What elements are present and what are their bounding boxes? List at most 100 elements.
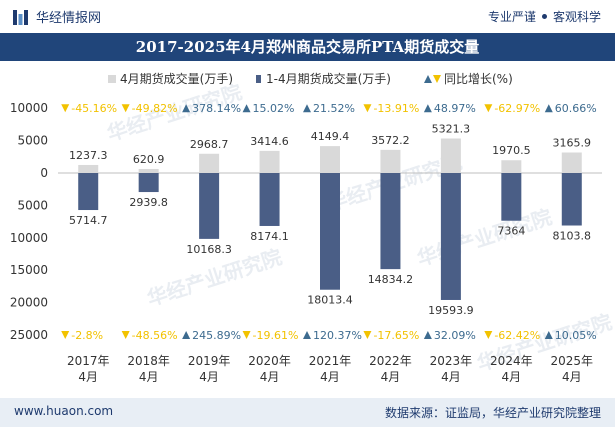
x-tick-label-month: 4月 bbox=[381, 370, 401, 384]
bar-monthly-value-label: 1970.5 bbox=[492, 144, 531, 157]
x-tick-label-month: 4月 bbox=[502, 370, 522, 384]
bar-monthly bbox=[380, 149, 401, 173]
bar-monthly-value-label: 3165.9 bbox=[553, 136, 592, 149]
growth-cumulative-label: 32.09% bbox=[434, 329, 476, 342]
bar-cumulative-value-label: 19593.9 bbox=[428, 304, 474, 317]
top-bar: 华经情报网 专业严谨 客观科学 bbox=[0, 0, 615, 33]
watermark-text: 华经产业研究院 bbox=[414, 205, 555, 271]
growth-monthly-label: 48.97% bbox=[434, 102, 476, 115]
growth-monthly-label: -62.97% bbox=[494, 102, 540, 115]
y-tick-label: 0 bbox=[40, 166, 48, 180]
bar-monthly-value-label: 3572.2 bbox=[371, 134, 410, 147]
growth-down-triangle-icon bbox=[242, 331, 251, 339]
bar-chart: 华经产业研究院华经产业研究院华经产业研究院华经产业研究院华经产业研究院4月期货成… bbox=[10, 71, 615, 384]
x-tick-label-year: 2021年 bbox=[309, 354, 352, 368]
growth-up-triangle-icon bbox=[182, 331, 191, 339]
growth-up-triangle-icon bbox=[303, 104, 311, 113]
bar-monthly bbox=[501, 160, 522, 173]
y-tick-label: 10000 bbox=[10, 101, 48, 115]
x-tick-label-year: 2022年 bbox=[369, 354, 412, 368]
separator-dot-icon bbox=[541, 14, 547, 19]
growth-cumulative-label: -48.56% bbox=[132, 329, 178, 342]
bar-monthly-value-label: 2968.7 bbox=[190, 138, 229, 151]
x-tick-label-year: 2018年 bbox=[127, 354, 170, 368]
growth-up-triangle-icon bbox=[182, 104, 191, 113]
bar-monthly-value-label: 3414.6 bbox=[250, 135, 289, 148]
legend-label-cumulative: 1-4月期货成交量(万手) bbox=[266, 71, 391, 86]
data-source: 数据来源：证监局，华经产业研究院整理 bbox=[384, 406, 601, 420]
logo-icon bbox=[13, 10, 28, 25]
x-tick-label-year: 2024年 bbox=[490, 354, 533, 368]
growth-monthly-label: 15.02% bbox=[253, 102, 295, 115]
legend-up-triangle-icon bbox=[424, 75, 432, 83]
growth-monthly-label: -49.82% bbox=[132, 102, 178, 115]
bar-monthly-value-label: 5321.3 bbox=[432, 123, 471, 136]
brand-name[interactable]: 华经情报网 bbox=[36, 11, 102, 26]
legend-label-growth: 同比增长(%) bbox=[444, 72, 513, 86]
bar-cumulative-value-label: 5714.7 bbox=[69, 214, 108, 227]
bar-monthly-value-label: 1237.3 bbox=[69, 149, 108, 162]
site-url[interactable]: www.huaon.com bbox=[14, 404, 114, 418]
growth-down-triangle-icon bbox=[61, 104, 70, 113]
x-tick-label-year: 2017年 bbox=[67, 354, 110, 368]
bar-monthly-value-label: 620.9 bbox=[133, 153, 165, 166]
growth-cumulative-label: 245.89% bbox=[192, 329, 241, 342]
x-tick-label-year: 2019年 bbox=[188, 354, 231, 368]
bar-cumulative bbox=[501, 173, 522, 221]
y-tick-label: 5000 bbox=[17, 198, 48, 212]
growth-monthly-label: 21.52% bbox=[313, 102, 355, 115]
chart-title: 2017-2025年4月郑州商品交易所PTA期货成交量 bbox=[135, 38, 480, 56]
growth-cumulative-label: 10.05% bbox=[555, 329, 597, 342]
legend-swatch-cumulative bbox=[256, 75, 261, 83]
growth-cumulative-label: -2.8% bbox=[71, 329, 103, 342]
x-tick-label-year: 2023年 bbox=[430, 354, 473, 368]
bar-cumulative-value-label: 7364 bbox=[497, 225, 525, 238]
bar-cumulative bbox=[199, 173, 220, 239]
bar-cumulative-value-label: 18013.4 bbox=[307, 294, 353, 307]
growth-up-triangle-icon bbox=[303, 331, 311, 339]
growth-up-triangle-icon bbox=[544, 104, 553, 113]
slogan-2: 客观科学 bbox=[552, 10, 601, 24]
legend-label-monthly: 4月期货成交量(万手) bbox=[120, 71, 233, 86]
bar-monthly bbox=[259, 150, 280, 173]
x-tick-label-month: 4月 bbox=[199, 370, 219, 384]
growth-down-triangle-icon bbox=[121, 331, 130, 339]
slogan: 专业严谨 客观科学 bbox=[488, 8, 601, 25]
growth-down-triangle-icon bbox=[484, 331, 493, 339]
x-tick-label-month: 4月 bbox=[260, 370, 280, 384]
growth-cumulative-label: -62.42% bbox=[494, 329, 540, 342]
x-tick-label-year: 2020年 bbox=[248, 354, 291, 368]
legend-down-triangle-icon bbox=[433, 75, 441, 83]
growth-up-triangle-icon bbox=[423, 331, 432, 339]
bar-cumulative bbox=[440, 173, 461, 300]
growth-up-triangle-icon bbox=[423, 104, 432, 113]
growth-down-triangle-icon bbox=[363, 104, 372, 113]
growth-up-triangle-icon bbox=[544, 331, 553, 339]
bar-cumulative bbox=[380, 173, 401, 270]
y-tick-label: 5000 bbox=[17, 134, 48, 148]
bar-cumulative-value-label: 14834.2 bbox=[368, 273, 414, 286]
bar-cumulative bbox=[259, 173, 280, 226]
bar-monthly bbox=[561, 152, 582, 173]
growth-down-triangle-icon bbox=[484, 104, 493, 113]
bar-monthly bbox=[138, 168, 159, 173]
x-tick-label-month: 4月 bbox=[320, 370, 340, 384]
bar-cumulative-value-label: 2939.8 bbox=[129, 196, 168, 209]
slogan-1: 专业严谨 bbox=[487, 10, 536, 24]
x-tick-label-month: 4月 bbox=[441, 370, 461, 384]
y-tick-label: 10000 bbox=[10, 231, 48, 245]
bar-cumulative bbox=[561, 173, 582, 226]
bar-monthly bbox=[78, 164, 99, 173]
y-tick-label: 15000 bbox=[10, 263, 48, 277]
bar-cumulative bbox=[320, 173, 340, 290]
growth-up-triangle-icon bbox=[242, 104, 251, 113]
legend-swatch-monthly bbox=[108, 75, 116, 83]
bar-cumulative-value-label: 8174.1 bbox=[250, 230, 289, 243]
growth-down-triangle-icon bbox=[61, 331, 70, 339]
x-tick-label-month: 4月 bbox=[562, 370, 582, 384]
growth-cumulative-label: -19.61% bbox=[253, 329, 299, 342]
bar-monthly-value-label: 4149.4 bbox=[311, 130, 350, 143]
bar-monthly bbox=[440, 138, 461, 173]
x-tick-label-month: 4月 bbox=[139, 370, 159, 384]
bar-cumulative-value-label: 10168.3 bbox=[186, 243, 232, 256]
